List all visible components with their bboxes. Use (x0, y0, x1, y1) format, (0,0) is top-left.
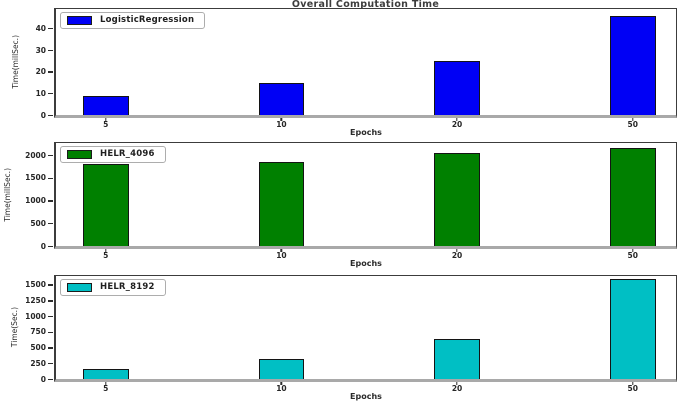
x-tick-mark (632, 118, 634, 121)
legend-label: HELR_4096 (100, 149, 155, 160)
y-tick-label: 500 (30, 218, 46, 228)
legend-helr-4096: HELR_4096 (60, 146, 166, 163)
x-tick-label: 50 (627, 120, 638, 129)
bar-epoch-10 (258, 82, 305, 115)
y-tick-label: 30 (35, 45, 46, 55)
x-tick-label: 20 (451, 120, 463, 129)
legend-swatch-icon (67, 150, 92, 159)
y-tick-label: 10 (35, 88, 46, 98)
x-tick-mark (280, 249, 283, 252)
legend-logistic-regression: LogisticRegression (60, 12, 206, 29)
y-axis-label-text: Time(millSec.) (3, 167, 13, 222)
x-tick-label: 5 (103, 384, 109, 393)
x-tick-mark (280, 118, 283, 121)
y-axis-label-text: Time(Sec.) (10, 307, 20, 348)
x-tick-mark (632, 382, 634, 385)
x-tick-label: 20 (451, 251, 463, 260)
y-tick-mark (48, 71, 53, 73)
x-tick-label: 5 (103, 120, 109, 129)
y-axis-label: Time(millSec.) (10, 9, 22, 115)
x-tick-label: 10 (276, 251, 287, 260)
y-tick-label: 500 (30, 342, 46, 352)
y-axis-label: Time(Sec.) (9, 276, 21, 379)
x-tick-mark (105, 118, 107, 121)
y-tick-mark (48, 222, 53, 225)
y-tick-mark (48, 49, 53, 52)
y-axis-label-text: Time(millSec.) (11, 35, 21, 89)
bar-epoch-50 (609, 147, 656, 246)
x-tick-mark (456, 249, 458, 252)
subplot-logistic-regression: Time(millSec.) LogisticRegression Epochs… (11, 8, 677, 137)
x-axis-label: Epochs (350, 128, 382, 137)
bar-epoch-5 (82, 95, 129, 115)
x-tick-label: 5 (103, 251, 109, 260)
x-axis-label: Epochs (350, 392, 382, 401)
bar-epoch-50 (609, 279, 656, 379)
y-tick-mark (48, 154, 53, 157)
x-tick-label: 50 (627, 251, 638, 260)
y-tick-mark (48, 300, 53, 302)
x-tick-label: 10 (276, 384, 287, 393)
y-tick-label: 1500 (25, 173, 46, 183)
y-tick-label: 750 (30, 327, 46, 337)
subplot-helr-4096: Time(millSec.) HELR_4096 Epochs 0 500 1000… (3, 142, 677, 268)
bar-epoch-20 (434, 153, 480, 246)
legend-swatch-icon (67, 283, 92, 292)
x-tick-mark (456, 118, 458, 121)
y-tick-mark (48, 378, 53, 380)
y-tick-mark (48, 315, 53, 318)
y-tick-mark (48, 28, 53, 30)
y-tick-mark (48, 114, 53, 116)
figure-title: Overall Computation Time (291, 0, 440, 10)
y-tick-mark (48, 177, 53, 179)
y-tick-label: 2000 (25, 150, 46, 160)
y-tick-mark (48, 92, 53, 95)
y-tick-label: 0 (40, 374, 46, 384)
x-tick-mark (632, 249, 634, 252)
x-axis-label: Epochs (350, 259, 382, 268)
y-tick-label: 0 (40, 110, 46, 120)
bar-epoch-10 (258, 162, 305, 246)
y-tick-label: 0 (40, 241, 46, 251)
bar-epoch-10 (258, 358, 305, 379)
y-tick-mark (48, 245, 53, 247)
y-tick-label: 1000 (25, 195, 46, 205)
y-tick-mark (48, 331, 53, 333)
x-tick-label: 20 (451, 384, 463, 393)
y-tick-label: 1000 (25, 311, 46, 321)
y-tick-mark (48, 284, 53, 286)
legend-swatch-icon (67, 16, 92, 25)
y-tick-label: 20 (35, 67, 46, 76)
x-tick-mark (105, 249, 107, 252)
legend-helr-8192: HELR_8192 (60, 279, 166, 296)
y-tick-label: 250 (30, 358, 46, 368)
x-tick-label: 50 (627, 384, 638, 393)
x-tick-mark (280, 382, 283, 385)
y-axis-label: Time(millSec.) (2, 143, 14, 246)
bar-epoch-50 (609, 15, 656, 115)
subplot-helr-8192: Time(Sec.) HELR_8192 Epochs 0 250 500 750 10… (10, 275, 677, 401)
legend-label: LogisticRegression (100, 15, 195, 26)
bar-epoch-5 (82, 164, 129, 246)
x-tick-mark (456, 382, 458, 385)
legend-label: HELR_8192 (100, 282, 155, 293)
bar-epoch-20 (434, 339, 480, 379)
y-tick-mark (48, 200, 53, 202)
bar-epoch-5 (82, 368, 129, 379)
bar-epoch-20 (434, 60, 480, 115)
y-tick-label: 1500 (25, 280, 46, 290)
y-tick-label: 40 (35, 23, 46, 33)
y-tick-mark (48, 362, 53, 365)
x-tick-mark (105, 382, 107, 385)
y-tick-label: 1250 (25, 295, 46, 305)
x-tick-label: 10 (276, 120, 287, 129)
y-tick-mark (48, 347, 53, 349)
